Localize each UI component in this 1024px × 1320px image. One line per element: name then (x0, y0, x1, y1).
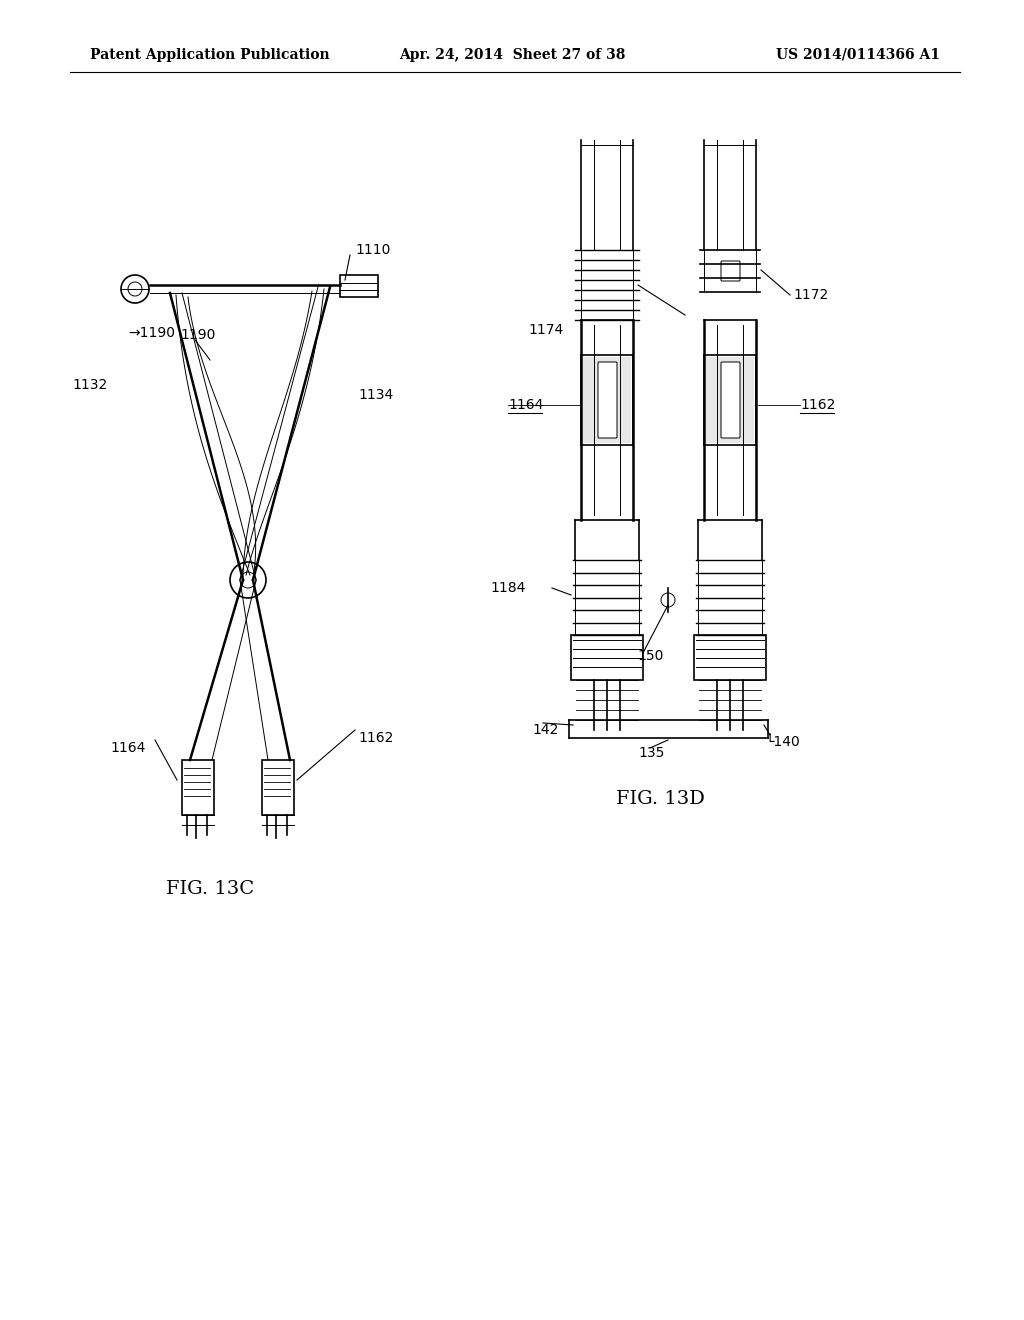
Text: US 2014/0114366 A1: US 2014/0114366 A1 (776, 48, 940, 62)
Text: FIG. 13C: FIG. 13C (166, 880, 254, 898)
Text: Apr. 24, 2014  Sheet 27 of 38: Apr. 24, 2014 Sheet 27 of 38 (398, 48, 626, 62)
Text: 1110: 1110 (355, 243, 390, 257)
Text: FIG. 13D: FIG. 13D (615, 789, 705, 808)
Text: →1190: →1190 (128, 326, 175, 341)
Bar (583, 356, 631, 444)
FancyBboxPatch shape (694, 635, 766, 680)
FancyBboxPatch shape (571, 635, 643, 680)
Bar (706, 356, 754, 444)
Text: 1172: 1172 (793, 288, 828, 302)
Circle shape (121, 275, 150, 304)
Text: 142: 142 (532, 723, 558, 737)
Text: 135: 135 (638, 746, 665, 760)
Text: Patent Application Publication: Patent Application Publication (90, 48, 330, 62)
Text: 1164: 1164 (110, 741, 145, 755)
Text: 1190: 1190 (180, 327, 215, 342)
Text: 1134: 1134 (358, 388, 393, 403)
Text: 1164: 1164 (508, 399, 544, 412)
Text: 1162: 1162 (800, 399, 836, 412)
Text: └140: └140 (765, 735, 800, 748)
FancyBboxPatch shape (721, 261, 740, 281)
Text: 1174: 1174 (528, 323, 563, 337)
FancyBboxPatch shape (721, 362, 740, 438)
Circle shape (662, 593, 675, 607)
Text: 1132: 1132 (72, 378, 108, 392)
Text: 1162: 1162 (358, 731, 393, 744)
Text: 1184: 1184 (490, 581, 525, 595)
FancyBboxPatch shape (262, 760, 294, 814)
FancyBboxPatch shape (340, 275, 378, 297)
FancyBboxPatch shape (598, 362, 617, 438)
Circle shape (230, 562, 266, 598)
Text: 150: 150 (637, 649, 664, 663)
FancyBboxPatch shape (182, 760, 214, 814)
